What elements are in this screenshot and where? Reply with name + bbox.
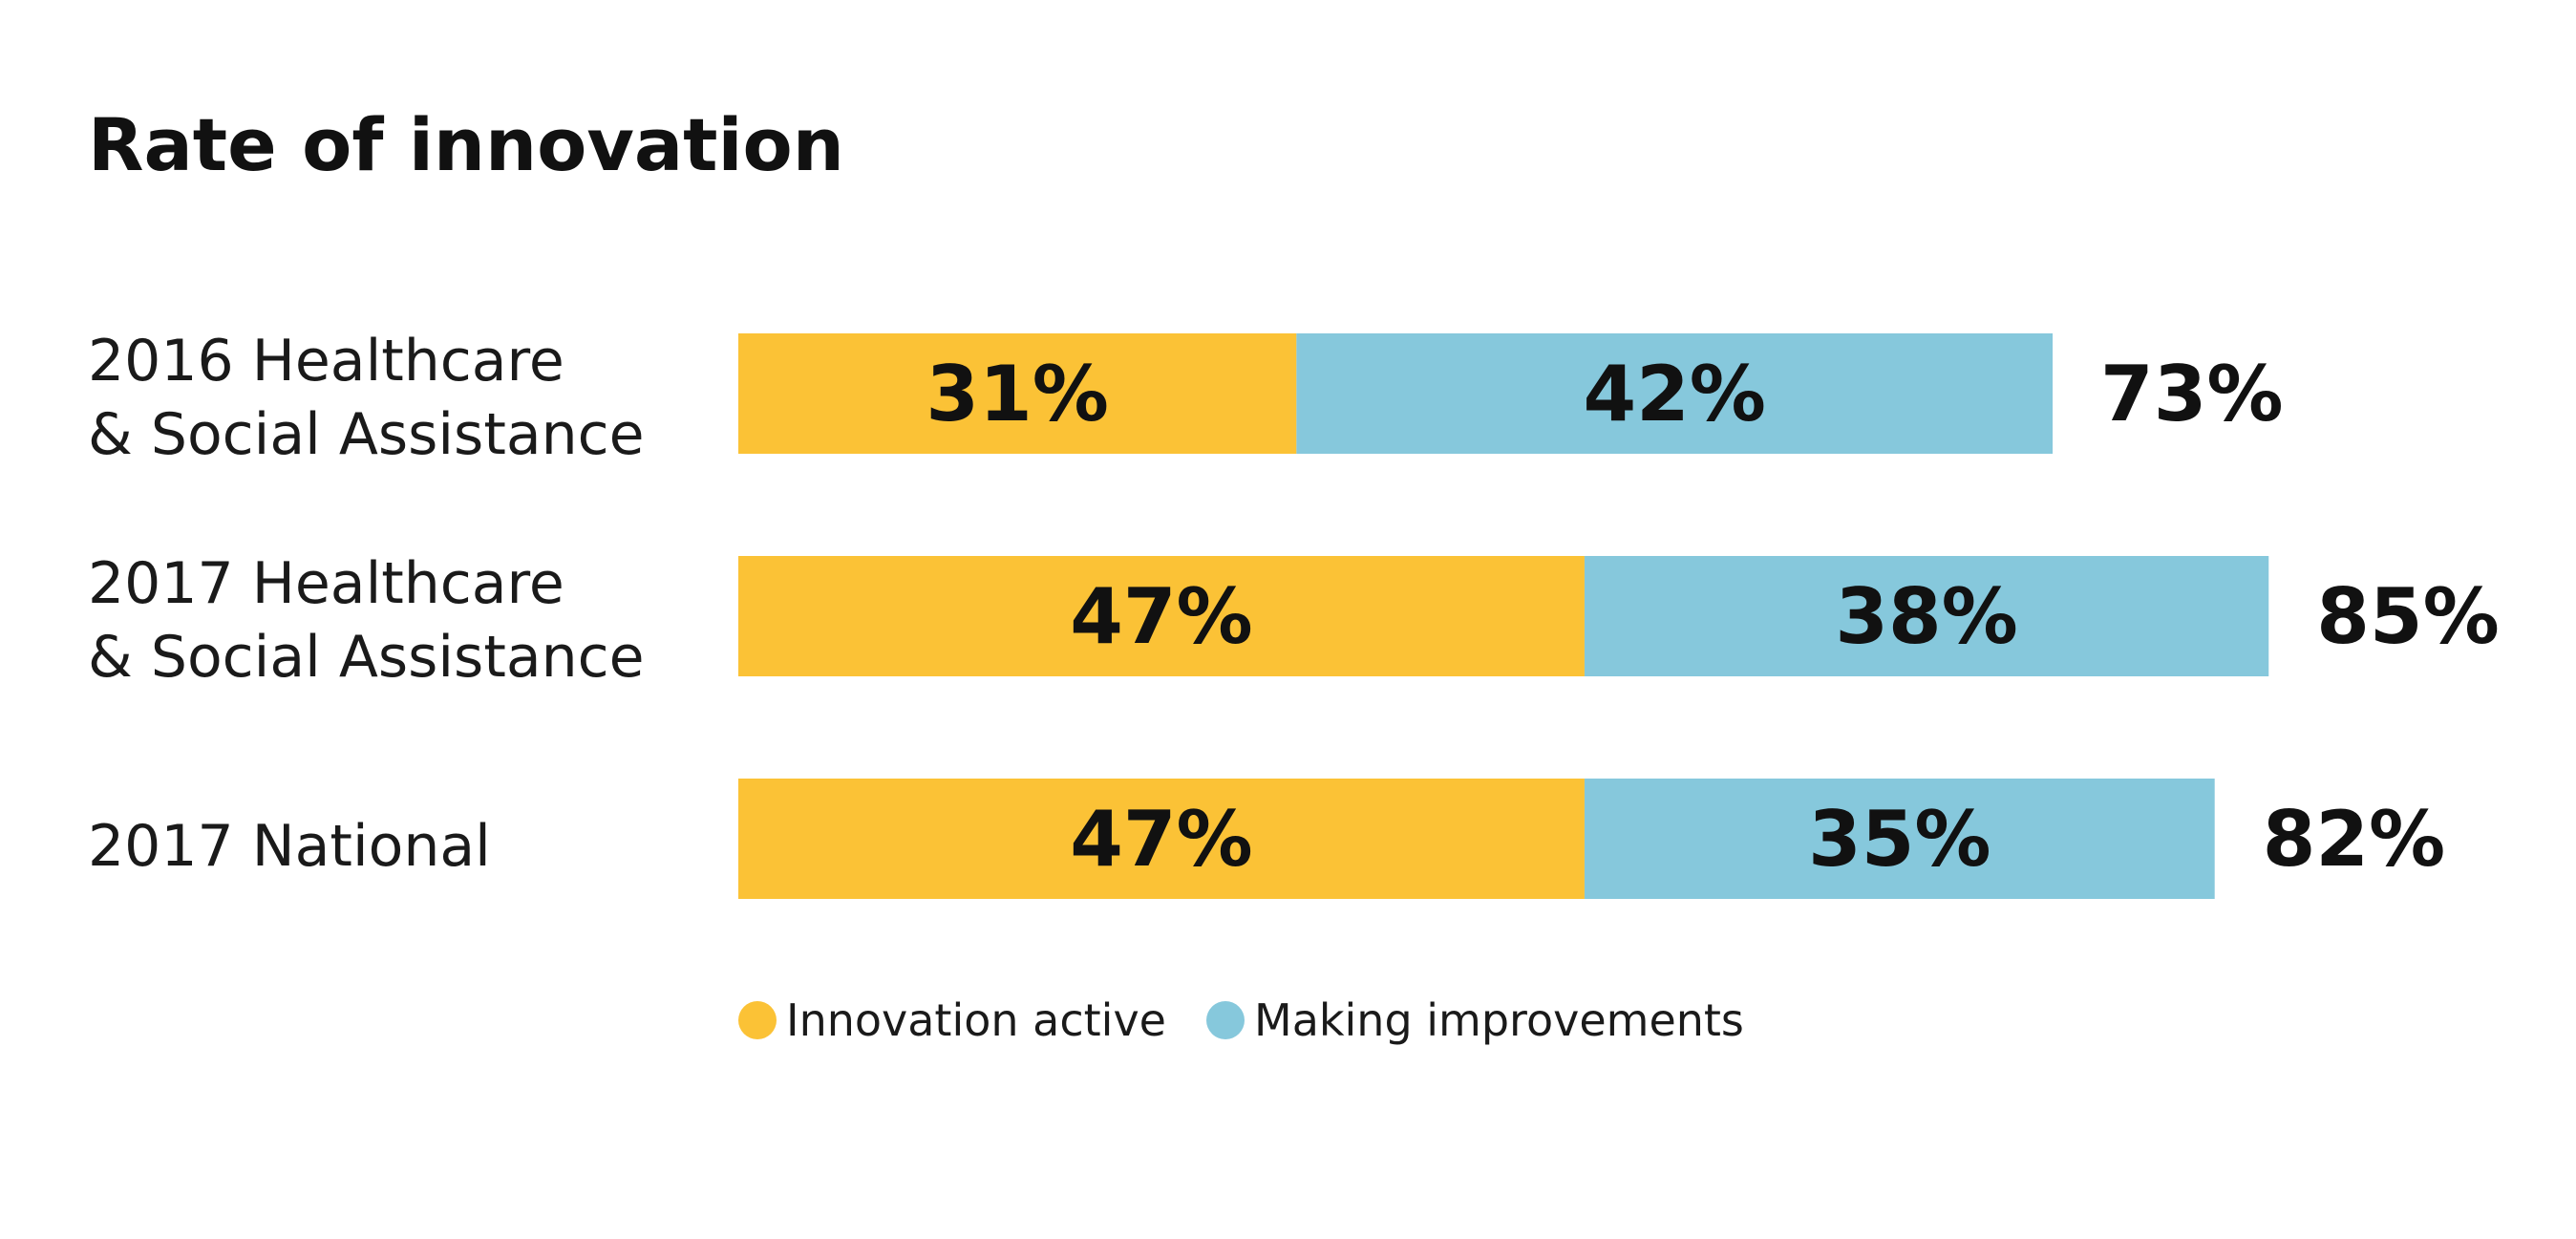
legend-label: Making improvements — [1254, 994, 1744, 1046]
total-label: 73% — [2100, 350, 2283, 438]
data-label: 42% — [1583, 350, 1765, 438]
bar-segment-innovation-active — [738, 333, 1297, 454]
data-label: 38% — [1835, 572, 2017, 661]
legend-marker-making-improvements — [1206, 1001, 1245, 1039]
data-label: 31% — [926, 350, 1108, 438]
data-label: 47% — [1070, 795, 1252, 884]
bar-segment-making-improvements — [1584, 779, 2215, 899]
category-label: 2017 National — [88, 813, 491, 880]
category-label: 2016 Healthcare & Social Assistance — [88, 328, 645, 468]
bar-rows: 2016 Healthcare & Social Assistance 31% 42%… — [88, 328, 2500, 899]
category-label-line: & Social Assistance — [88, 624, 645, 691]
total-label: 82% — [2263, 795, 2445, 884]
legend-label: Innovation active — [786, 994, 1166, 1046]
legend-marker-innovation-active — [738, 1001, 777, 1039]
bar-segment-innovation-active — [738, 779, 1585, 899]
bar-segment-making-improvements — [1296, 333, 2054, 454]
data-label: 35% — [1808, 795, 1991, 884]
data-label: 47% — [1070, 572, 1252, 661]
category-label-line: 2016 Healthcare — [88, 328, 564, 395]
legend: Innovation active Making improvements — [738, 994, 1744, 1046]
total-label: 85% — [2316, 572, 2499, 661]
category-label-line: 2017 Healthcare — [88, 550, 564, 617]
bar-segment-making-improvements — [1584, 556, 2269, 676]
chart-title: Rate of innovation — [88, 102, 844, 187]
category-label: 2017 Healthcare & Social Assistance — [88, 550, 645, 691]
category-label-line: 2017 National — [88, 813, 491, 880]
category-label-line: & Social Assistance — [88, 401, 645, 468]
bar-segment-innovation-active — [738, 556, 1585, 676]
